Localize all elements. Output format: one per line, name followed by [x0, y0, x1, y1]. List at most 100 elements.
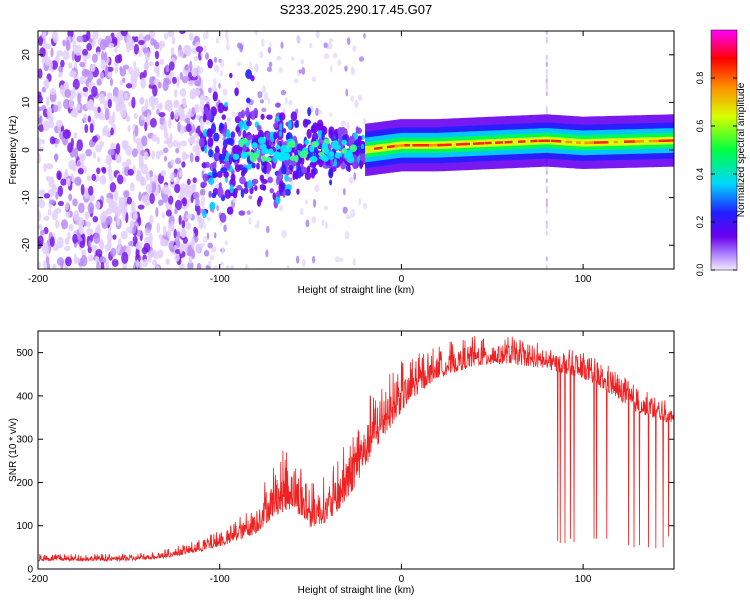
- spectrogram-noise-speck: [165, 99, 173, 106]
- spectrogram-noise-speck: [314, 184, 320, 193]
- y-tick-label: 400: [16, 391, 33, 402]
- spectrogram-scatter-hotspot: [289, 140, 296, 148]
- spectrogram-noise-speck: [62, 129, 70, 139]
- spectrogram-noise-speck: [178, 194, 184, 200]
- spectrogram-noise-speck: [182, 236, 188, 244]
- spectrogram-noise-speck: [54, 153, 58, 163]
- spectrogram-scatter-speck: [296, 143, 304, 151]
- spectrogram-noise-speck: [192, 145, 200, 153]
- spectrogram-scatter-speck: [226, 206, 234, 215]
- spectrogram-noise-speck: [65, 256, 72, 267]
- spectrogram-noise-speck: [117, 174, 124, 185]
- spectrogram-noise-speck: [237, 42, 243, 49]
- spectrogram-streak-speck: [545, 169, 548, 175]
- spectrogram-noise-speck: [138, 39, 145, 46]
- spectrogram-noise-speck: [89, 122, 94, 134]
- spectrogram-noise-speck: [38, 106, 42, 112]
- spectrogram-noise-speck: [225, 264, 230, 269]
- spectrogram-noise-speck: [244, 263, 249, 269]
- spectrogram-noise-speck: [105, 64, 109, 77]
- spectrogram-scatter-hotspot: [323, 147, 330, 155]
- spectrogram-streak-speck: [545, 201, 548, 207]
- spectrogram-noise-speck: [91, 173, 97, 182]
- spectrogram-noise-speck: [202, 236, 208, 243]
- spectrogram-noise-speck: [312, 198, 317, 208]
- spectrogram-noise-speck: [187, 261, 194, 269]
- spectrogram-noise-speck: [79, 61, 85, 68]
- spectrogram-scatter-speck: [242, 130, 247, 139]
- spectrogram-noise-speck: [114, 66, 119, 74]
- spectrogram-noise-speck: [165, 209, 172, 217]
- spectrogram-noise-speck: [201, 120, 205, 130]
- spectrogram-scatter-speck: [256, 162, 260, 170]
- spectrogram-noise-speck: [181, 76, 189, 84]
- spectrogram-streak-speck: [545, 209, 548, 215]
- spectrogram-noise-speck: [211, 246, 215, 252]
- spectrogram-noise-speck: [354, 99, 359, 109]
- spectrogram-scatter-speck: [275, 196, 281, 205]
- spectrogram-noise-speck: [99, 39, 107, 51]
- spectrogram-noise-speck: [123, 140, 129, 149]
- spectrogram-noise-speck: [152, 97, 159, 106]
- spectrogram-noise-speck: [135, 241, 143, 250]
- spectrogram-noise-speck: [73, 253, 77, 265]
- spectrogram-noise-speck: [159, 237, 166, 247]
- spectrogram-noise-speck: [114, 54, 121, 64]
- spectrogram-noise-speck: [123, 92, 130, 100]
- spectrogram-noise-speck: [68, 159, 76, 170]
- spectrogram-noise-speck: [87, 115, 91, 123]
- spectrogram-scatter-speck: [240, 109, 246, 119]
- spectrogram-noise-speck: [309, 42, 313, 49]
- spectrogram-noise-speck: [265, 249, 269, 258]
- spectrogram-noise-speck: [110, 127, 114, 136]
- spectrogram-noise-speck: [151, 134, 158, 142]
- spectrogram-noise-speck: [52, 263, 57, 269]
- spectrogram-noise-speck: [170, 111, 175, 120]
- spectrogram-noise-speck: [78, 202, 85, 214]
- spectrogram-noise-speck: [141, 135, 148, 147]
- spectrogram-noise-speck: [193, 132, 199, 139]
- spectrogram-scatter-hotspot: [304, 139, 310, 145]
- snr-x-ticks: -200 -100 0 100: [28, 331, 592, 585]
- spectrogram-noise-speck: [68, 193, 73, 202]
- spectrogram-noise-speck: [203, 222, 206, 230]
- spectrogram-noise-speck: [45, 163, 54, 170]
- spectrogram-noise-speck: [200, 242, 205, 248]
- spectrogram-noise-speck: [151, 259, 158, 267]
- spectrogram-noise-speck: [176, 76, 180, 88]
- spectrogram-noise-speck: [129, 182, 135, 192]
- spectrogram-noise-speck: [250, 209, 254, 214]
- colorbar-tick-label: 0.4: [695, 168, 705, 181]
- spectrogram-scatter-speck: [306, 128, 312, 139]
- spectrogram-scatter-speck: [261, 179, 268, 185]
- spectrogram-noise-speck: [87, 245, 92, 254]
- spectrogram-noise-speck: [311, 255, 316, 264]
- spectrogram-noise-speck: [206, 216, 211, 222]
- spectrogram-noise-speck: [142, 258, 149, 267]
- spectrogram-noise-speck: [190, 135, 196, 144]
- spectrogram-noise-speck: [38, 152, 41, 164]
- spectrogram-noise-speck: [165, 258, 170, 265]
- spectrogram-noise-speck: [138, 216, 142, 227]
- spectrogram-noise-speck: [108, 174, 114, 181]
- x-tick-label: 0: [399, 574, 405, 585]
- spectrogram-noise-speck: [170, 159, 175, 167]
- spectrogram-noise-speck: [192, 177, 197, 184]
- spectrogram-noise-speck: [56, 170, 62, 181]
- spectrogram-scatter-hotspot: [318, 152, 325, 157]
- spectrogram-noise-speck: [170, 47, 175, 56]
- spectrogram-noise-speck: [140, 77, 147, 89]
- spectrogram-noise-speck: [77, 93, 82, 105]
- spectrogram-scatter-speck: [207, 58, 213, 69]
- spectrogram-noise-speck: [342, 206, 348, 214]
- spectrogram-noise-speck: [125, 83, 133, 89]
- spectrogram-noise-speck: [154, 50, 160, 60]
- spectrogram-noise-speck: [140, 114, 145, 121]
- spectrogram-noise-speck: [115, 151, 120, 163]
- spectrogram-noise-speck: [362, 203, 368, 210]
- snr-x-axis-label: Height of straight line (km): [298, 585, 415, 596]
- spectrogram-noise-speck: [301, 67, 306, 75]
- spectrogram-noise-speck: [38, 124, 44, 132]
- spectrogram-noise-speck: [281, 229, 287, 238]
- spectrogram-noise-speck: [88, 185, 94, 196]
